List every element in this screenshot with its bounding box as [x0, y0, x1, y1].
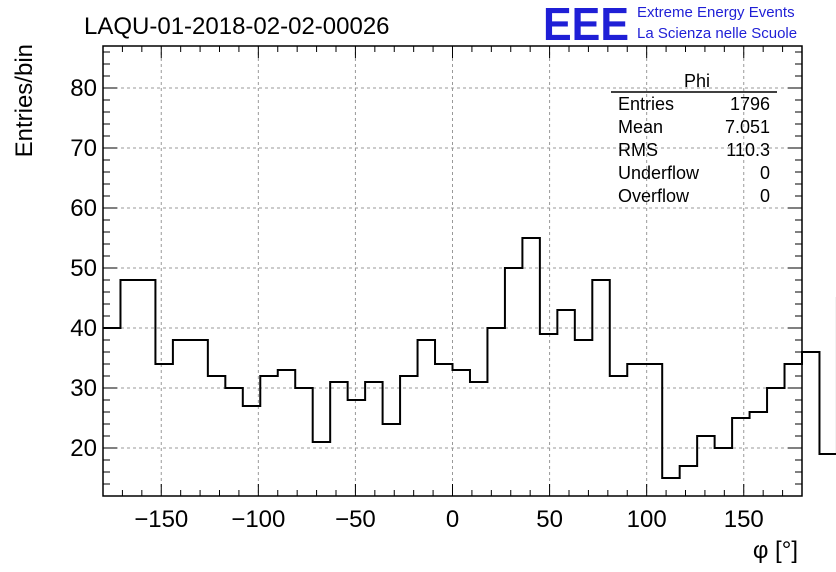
x-axis: −150 −100 −50 0 50 100 150 — [102, 46, 803, 533]
stats-row-label: Overflow — [618, 186, 690, 206]
y-axis-title: Entries/bin — [11, 44, 38, 157]
x-tick-label: −100 — [231, 506, 285, 533]
stats-row-value: 0 — [760, 163, 770, 183]
histogram-series-line — [103, 237, 836, 479]
x-tick-label: −50 — [335, 506, 376, 533]
y-tick-label: 60 — [70, 195, 97, 222]
eee-logo: EEE Extreme Energy Events La Scienza nel… — [543, 0, 797, 50]
logo-mark: EEE — [543, 0, 629, 50]
grid-lines — [103, 46, 802, 496]
stats-row-label: Underflow — [618, 163, 700, 183]
stats-row-value: 0 — [760, 186, 770, 206]
y-tick-label: 20 — [70, 435, 97, 462]
y-axis: 20 30 40 50 60 70 80 — [70, 51, 802, 497]
stats-row-value: 1796 — [730, 94, 770, 114]
stats-title: Phi — [684, 71, 710, 91]
stats-box: Phi Entries 1796 Mean 7.051 RMS 110.3 Underflo… — [611, 71, 777, 206]
x-tick-label: 0 — [446, 506, 459, 533]
stats-row-label: Entries — [618, 94, 674, 114]
x-tick-label: 50 — [536, 506, 563, 533]
stats-row-value: 7.051 — [725, 117, 770, 137]
x-tick-label: 150 — [724, 506, 764, 533]
logo-line-1: Extreme Energy Events — [637, 4, 795, 21]
stats-row-label: Mean — [618, 117, 663, 137]
x-tick-label: 100 — [627, 506, 667, 533]
stats-row-value: 110.3 — [726, 140, 770, 160]
stats-row-label: RMS — [618, 140, 658, 160]
x-tick-label: −150 — [134, 506, 188, 533]
logo-line-2: La Scienza nelle Scuole — [637, 25, 797, 42]
x-axis-title: φ [°] — [753, 537, 798, 564]
stats-rows: Entries 1796 Mean 7.051 RMS 110.3 Underflow 0 Ov… — [618, 94, 770, 206]
y-tick-label: 30 — [70, 375, 97, 402]
y-tick-label: 70 — [70, 135, 97, 162]
y-tick-label: 50 — [70, 255, 97, 282]
y-tick-label: 40 — [70, 315, 97, 342]
y-tick-label: 80 — [70, 75, 97, 102]
chart-title: LAQU-01-2018-02-02-00026 — [84, 13, 390, 40]
